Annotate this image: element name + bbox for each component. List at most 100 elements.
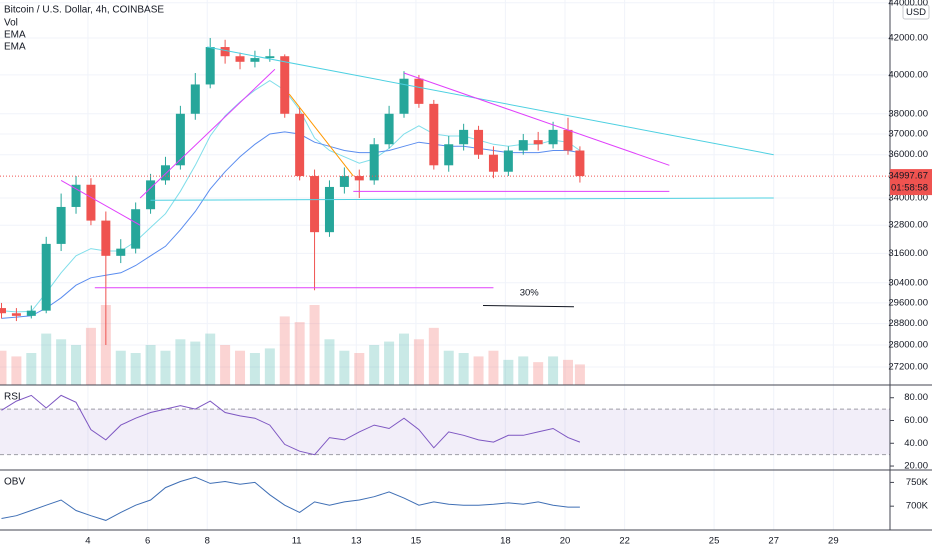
volume-bar — [369, 345, 380, 385]
candle-body — [533, 140, 543, 145]
volume-bar — [56, 339, 67, 385]
y-tick-label: 27200.00 — [888, 361, 928, 372]
volume-bar — [574, 364, 585, 385]
chart-title: Bitcoin / U.S. Dollar, 4h, COINBASE — [4, 5, 164, 16]
y-tick-label: 32800.00 — [888, 220, 928, 231]
y-tick-label: 700K — [906, 501, 929, 512]
y-tick-label: 750K — [906, 477, 929, 488]
volume-bar — [160, 350, 171, 385]
price-label-box — [890, 169, 932, 196]
candle-body — [280, 56, 290, 114]
y-tick-label: 40000.00 — [888, 69, 928, 80]
candle-body — [205, 47, 215, 85]
x-tick-label: 27 — [768, 536, 779, 547]
volume-bar — [249, 353, 260, 385]
volume-bar — [11, 356, 22, 385]
volume-bar — [115, 350, 126, 385]
candle-body — [548, 129, 558, 145]
y-tick-label: 40.00 — [904, 438, 928, 449]
candle-body — [310, 176, 320, 233]
candle-body — [399, 78, 409, 114]
currency-button[interactable] — [902, 4, 930, 20]
y-tick-label: 42000.00 — [888, 32, 928, 43]
y-tick-label: 60.00 — [904, 415, 928, 426]
x-tick-label: 8 — [205, 536, 210, 547]
y-tick-label: 80.00 — [904, 392, 928, 403]
countdown: 01:58:58 — [891, 183, 928, 194]
candle-body — [503, 150, 513, 172]
volume-bar — [235, 350, 246, 385]
trend-line — [207, 46, 774, 156]
y-tick-label: 44000.00 — [888, 0, 928, 8]
pane-label: OBV — [4, 477, 25, 488]
volume-bar — [309, 305, 320, 385]
legend-item: EMA — [4, 42, 26, 53]
candle-body — [459, 129, 469, 145]
y-tick-label: 29600.00 — [888, 297, 928, 308]
candle-body — [11, 313, 21, 316]
x-tick-label: 15 — [411, 536, 422, 547]
candle-body — [354, 176, 364, 181]
candle-body — [575, 150, 585, 177]
candle-body — [324, 186, 334, 233]
y-tick-label: 30400.00 — [888, 277, 928, 288]
annotation: 30% — [520, 287, 540, 298]
volume-bar — [503, 359, 514, 385]
candle-body — [563, 129, 573, 151]
volume-bar — [26, 353, 37, 385]
volume-bar — [205, 333, 216, 385]
volume-bar — [324, 339, 335, 385]
candle-body — [116, 248, 126, 256]
volume-bar — [428, 327, 439, 385]
legend-item: Vol — [4, 18, 18, 29]
pane-label: RSI — [4, 392, 21, 403]
volume-bar — [458, 353, 469, 385]
x-tick-label: 20 — [560, 536, 571, 547]
volume-bar — [354, 353, 365, 385]
currency[interactable]: USD — [906, 7, 926, 18]
candle-body — [146, 180, 156, 210]
y-tick-label: 38000.00 — [888, 108, 928, 119]
candle-body — [265, 56, 275, 59]
volume-bar — [473, 356, 484, 385]
y-tick-label: 34000.00 — [888, 193, 928, 204]
candle-body — [101, 220, 111, 256]
volume-bar — [220, 345, 231, 385]
volume-bar — [413, 339, 424, 385]
price-label: 34997.67 — [888, 171, 928, 182]
y-tick-label: 28000.00 — [888, 340, 928, 351]
x-tick-label: 22 — [619, 536, 630, 547]
volume-bar — [85, 327, 96, 385]
candle-body — [488, 154, 498, 172]
y-tick-label: 31600.00 — [888, 248, 928, 259]
volume-bar — [71, 345, 82, 385]
x-tick-label: 6 — [145, 536, 150, 547]
candle-body — [474, 129, 484, 155]
x-tick-label: 25 — [709, 536, 720, 547]
candle-body — [250, 58, 260, 62]
y-tick-label: 37000.00 — [888, 128, 928, 139]
volume-bar — [384, 341, 395, 385]
candle-body — [175, 113, 185, 166]
volume-bar — [145, 345, 156, 385]
candle-body — [295, 113, 305, 177]
plot: 30% — [0, 0, 894, 530]
x-tick-label: 29 — [828, 536, 839, 547]
candle-body — [429, 103, 439, 166]
volume-bar — [562, 359, 573, 385]
volume-bar — [130, 353, 141, 385]
candle-body — [220, 47, 230, 57]
candle-body — [41, 243, 51, 311]
volume-bar — [488, 350, 499, 385]
trend-line — [483, 305, 574, 308]
y-tick-label: 36000.00 — [888, 149, 928, 160]
legend-item: EMA — [4, 30, 26, 41]
candle-body — [71, 184, 81, 207]
candle-body — [369, 144, 379, 181]
y-tick-label: 20.00 — [904, 461, 928, 472]
volume-bar — [264, 348, 275, 385]
candle-body — [384, 113, 394, 145]
volume-bar — [279, 316, 290, 385]
candle-body — [160, 165, 170, 181]
